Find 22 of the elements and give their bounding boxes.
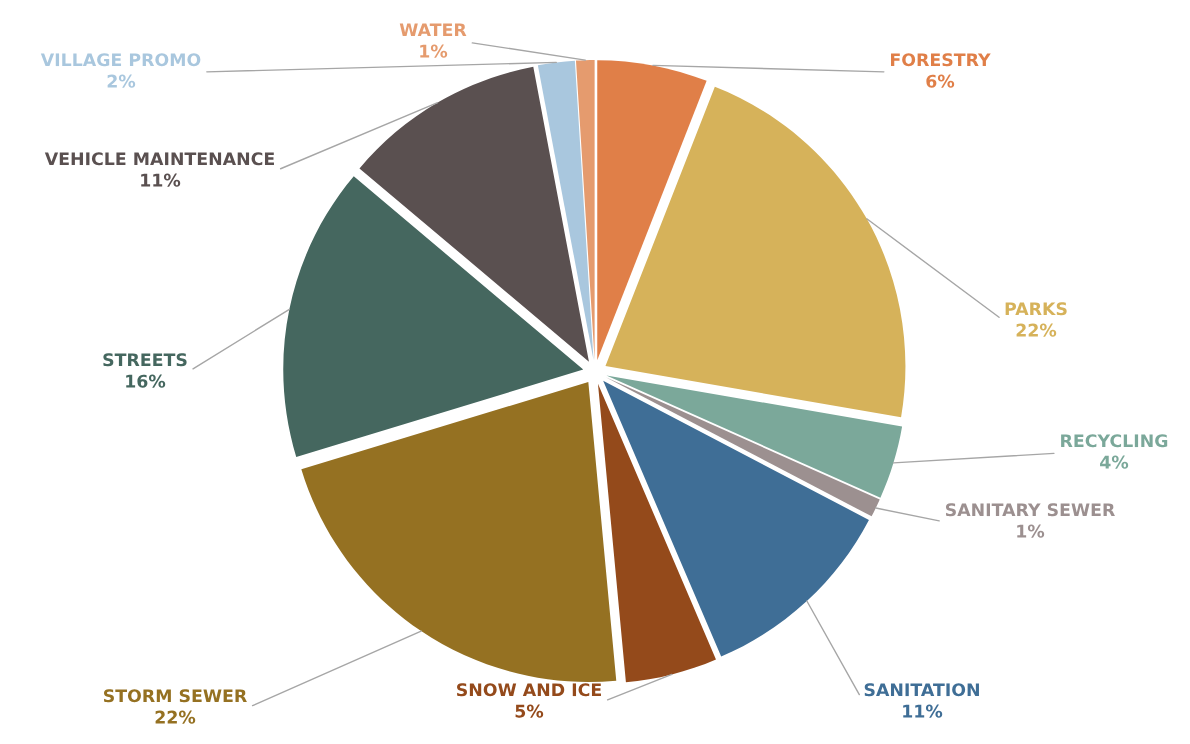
data-label: 22% — [155, 710, 196, 724]
slice-label: RECYCLING — [1061, 434, 1168, 448]
slice-label: STREETS — [103, 353, 187, 367]
slice-label: PARKS — [1005, 302, 1067, 316]
data-label: 6% — [926, 74, 955, 88]
slice-label: SNOW AND ICE — [457, 683, 601, 697]
data-label: 5% — [515, 704, 544, 718]
data-label: 22% — [1016, 323, 1057, 337]
data-label: 2% — [107, 74, 136, 88]
slice-label: VILLAGE PROMO — [40, 53, 201, 67]
data-label: 1% — [1017, 524, 1045, 538]
data-label: 4% — [1100, 455, 1129, 469]
data-label: 1% — [420, 44, 448, 58]
slice-label: SANITATION — [864, 683, 979, 697]
slice-label: VEHICLE MAINTENANCE — [44, 152, 274, 166]
slice-label: FORESTRY — [891, 53, 991, 67]
slice-label: SANITARY SEWER — [945, 503, 1115, 517]
data-label: 11% — [903, 704, 943, 718]
data-label: 11% — [141, 173, 181, 187]
slice-label: WATER — [399, 23, 467, 37]
data-label: 16% — [126, 374, 166, 388]
slice-label: STORM SEWER — [103, 689, 247, 703]
